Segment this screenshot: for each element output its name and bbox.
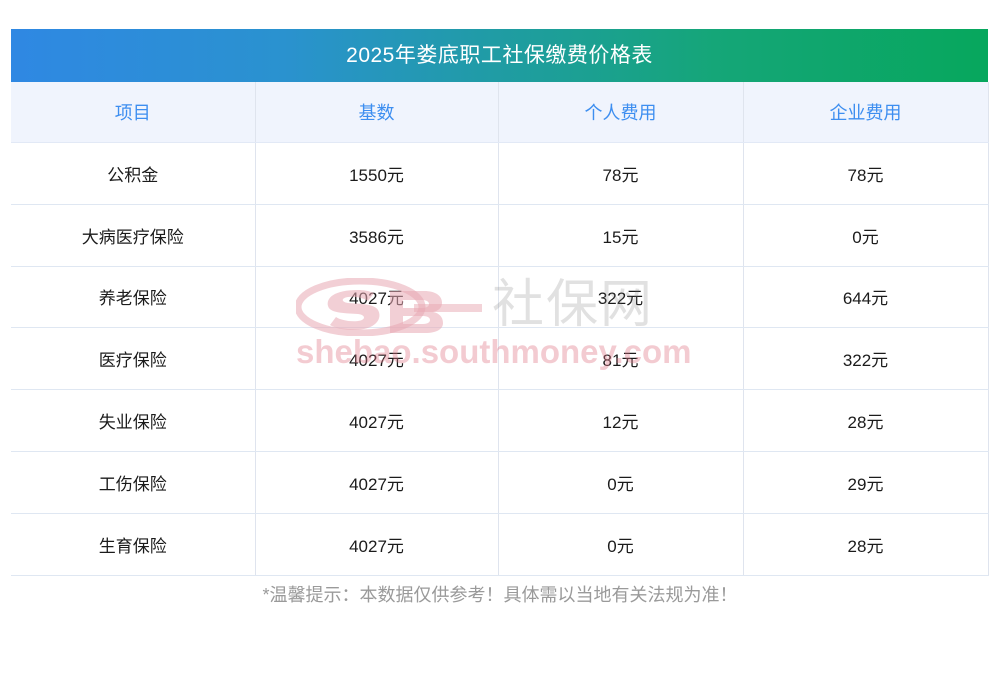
cell-company: 0元 [743, 204, 989, 267]
footnote-text: *温馨提示：本数据仅供参考！具体需以当地有关法规为准！ [262, 585, 738, 605]
cell-item: 工伤保险 [11, 451, 256, 514]
cell-personal: 12元 [498, 389, 744, 452]
cell-personal: 15元 [498, 204, 744, 267]
cell-item: 医疗保险 [11, 327, 256, 391]
cell-item: 公积金 [11, 142, 256, 205]
table-header: 项目 基数 个人费用 企业费用 [11, 82, 989, 143]
cell-base: 1550元 [255, 142, 499, 205]
cell-personal: 0元 [498, 451, 744, 514]
cell-personal: 0元 [498, 513, 744, 576]
cell-item: 大病医疗保险 [11, 204, 256, 267]
column-header-company: 企业费用 [743, 82, 989, 143]
column-header-item: 项目 [11, 82, 256, 143]
table-body: 公积金 1550元 78元 78元 大病医疗保险 3586元 15元 0元 养老… [11, 142, 989, 576]
cell-company: 78元 [743, 142, 989, 205]
cell-base: 4027元 [255, 513, 499, 576]
table-row: 医疗保险 4027元 81元 322元 [11, 327, 989, 391]
cell-company: 29元 [743, 451, 989, 514]
cell-personal: 81元 [498, 327, 744, 391]
table-row: 养老保险 4027元 322元 644元 [11, 266, 989, 329]
table-row: 工伤保险 4027元 0元 29元 [11, 451, 989, 514]
page-title: 2025年娄底职工社保缴费价格表 [346, 44, 653, 67]
table-row: 失业保险 4027元 12元 28元 [11, 389, 989, 452]
cell-item: 生育保险 [11, 513, 256, 576]
column-header-personal: 个人费用 [498, 82, 744, 143]
table-row: 生育保险 4027元 0元 28元 [11, 513, 989, 576]
cell-personal: 322元 [498, 266, 744, 329]
column-header-base: 基数 [255, 82, 499, 143]
cell-company: 28元 [743, 513, 989, 576]
cell-personal: 78元 [498, 142, 744, 205]
table-row: 公积金 1550元 78元 78元 [11, 142, 989, 205]
cell-base: 3586元 [255, 204, 499, 267]
social-insurance-price-table: 项目 基数 个人费用 企业费用 公积金 1550元 78元 78元 大病医疗保险… [11, 82, 989, 576]
cell-company: 644元 [743, 266, 989, 329]
cell-base: 4027元 [255, 389, 499, 452]
cell-item: 失业保险 [11, 389, 256, 452]
cell-base: 4027元 [255, 327, 499, 391]
cell-item: 养老保险 [11, 266, 256, 329]
table-row: 大病医疗保险 3586元 15元 0元 [11, 204, 989, 267]
cell-base: 4027元 [255, 451, 499, 514]
cell-company: 322元 [743, 327, 989, 391]
cell-base: 4027元 [255, 266, 499, 329]
table-header-row: 项目 基数 个人费用 企业费用 [11, 82, 989, 143]
table-title-banner: 2025年娄底职工社保缴费价格表 [11, 29, 988, 82]
cell-company: 28元 [743, 389, 989, 452]
